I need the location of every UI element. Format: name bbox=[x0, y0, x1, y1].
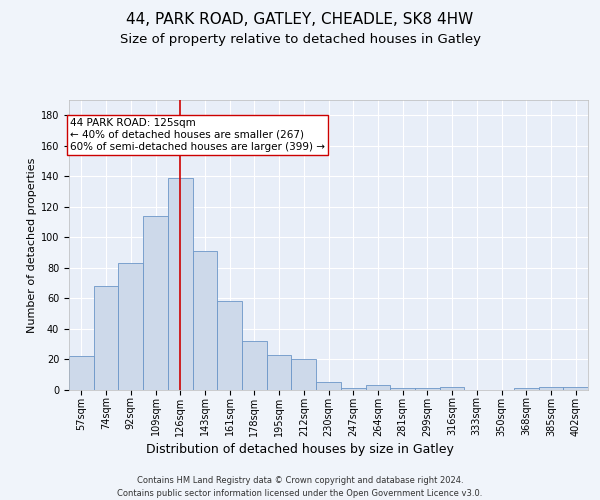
Bar bbox=[365, 386, 390, 390]
Y-axis label: Number of detached properties: Number of detached properties bbox=[26, 158, 37, 332]
Bar bbox=[242, 341, 267, 390]
Text: 44 PARK ROAD: 125sqm
← 40% of detached houses are smaller (267)
60% of semi-deta: 44 PARK ROAD: 125sqm ← 40% of detached h… bbox=[70, 118, 325, 152]
Bar bbox=[316, 382, 341, 390]
Bar bbox=[118, 264, 143, 390]
Text: Contains public sector information licensed under the Open Government Licence v3: Contains public sector information licen… bbox=[118, 489, 482, 498]
Bar bbox=[539, 387, 563, 390]
Bar bbox=[415, 388, 440, 390]
Bar bbox=[69, 356, 94, 390]
Bar bbox=[341, 388, 365, 390]
Bar bbox=[168, 178, 193, 390]
Bar bbox=[440, 387, 464, 390]
Bar bbox=[94, 286, 118, 390]
Bar bbox=[143, 216, 168, 390]
Bar bbox=[514, 388, 539, 390]
Bar bbox=[267, 355, 292, 390]
Text: Size of property relative to detached houses in Gatley: Size of property relative to detached ho… bbox=[119, 32, 481, 46]
Text: Distribution of detached houses by size in Gatley: Distribution of detached houses by size … bbox=[146, 442, 454, 456]
Bar bbox=[390, 388, 415, 390]
Text: Contains HM Land Registry data © Crown copyright and database right 2024.: Contains HM Land Registry data © Crown c… bbox=[137, 476, 463, 485]
Bar bbox=[292, 360, 316, 390]
Bar bbox=[193, 251, 217, 390]
Text: 44, PARK ROAD, GATLEY, CHEADLE, SK8 4HW: 44, PARK ROAD, GATLEY, CHEADLE, SK8 4HW bbox=[127, 12, 473, 28]
Bar bbox=[563, 387, 588, 390]
Bar bbox=[217, 302, 242, 390]
